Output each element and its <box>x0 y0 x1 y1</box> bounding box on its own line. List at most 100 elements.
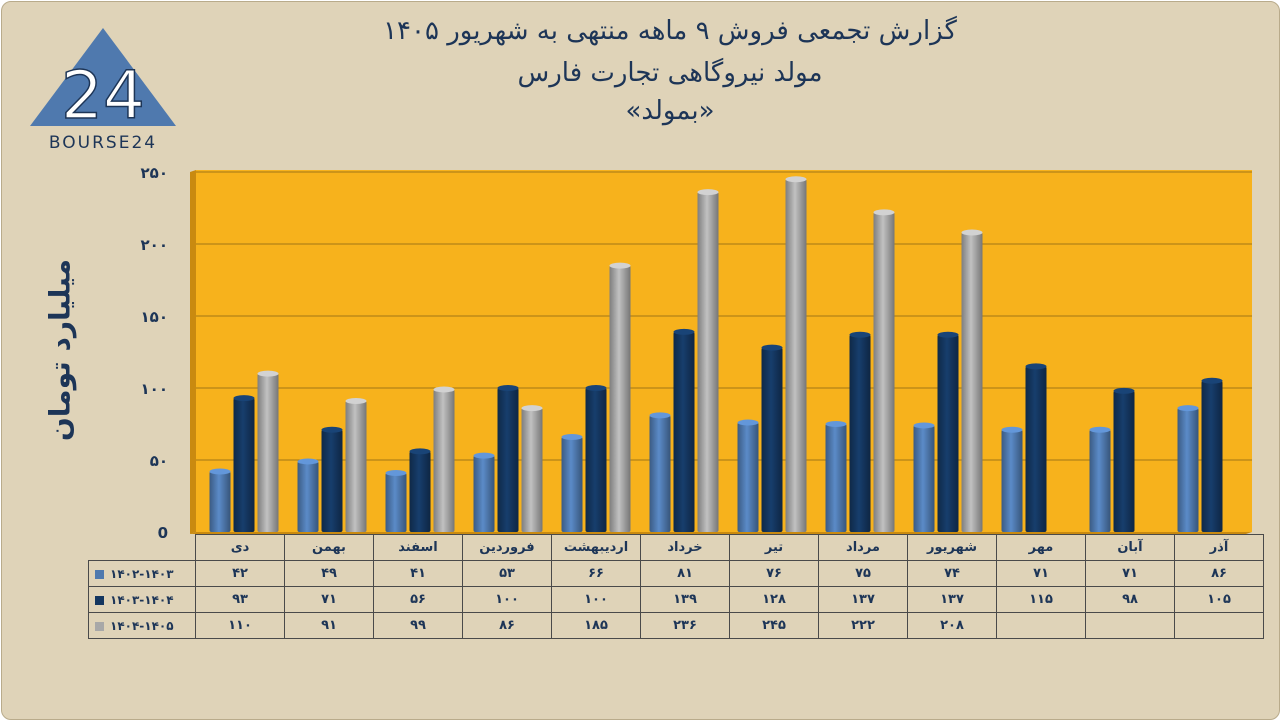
category-label: اسفند <box>373 534 463 561</box>
bar <box>849 334 871 532</box>
bar <box>673 331 695 532</box>
data-label: ۴۱ <box>373 560 463 587</box>
bar-top <box>673 328 695 335</box>
category-label: خرداد <box>640 534 730 561</box>
bar-top <box>1113 387 1135 394</box>
data-label: ۴۲ <box>195 560 285 587</box>
bar-top <box>1201 377 1223 384</box>
data-label: ۲۰۸ <box>907 612 997 639</box>
bar-top <box>521 405 543 412</box>
bar <box>873 212 895 532</box>
bar <box>649 415 671 532</box>
plot-area <box>196 170 1252 532</box>
data-label: ۱۳۷ <box>818 586 908 613</box>
data-label: ۷۱ <box>996 560 1086 587</box>
bar-top <box>1177 405 1199 412</box>
data-label: ۱۸۵ <box>551 612 641 639</box>
data-label: ۱۲۸ <box>729 586 819 613</box>
category-label: فروردین <box>462 534 552 561</box>
bar-top <box>609 262 631 269</box>
bar-top <box>873 209 895 216</box>
data-label: ۹۳ <box>195 586 285 613</box>
bar-top <box>937 331 959 338</box>
y-tick-label: ۱۰۰ <box>141 380 168 398</box>
bar <box>1089 429 1111 532</box>
bar-top <box>1001 426 1023 433</box>
data-label: ۸۶ <box>1174 560 1264 587</box>
bar <box>697 192 719 532</box>
data-label <box>996 612 1086 639</box>
data-label: ۵۳ <box>462 560 552 587</box>
bar <box>257 373 279 532</box>
legend-entry: ۱۴۰۳-۱۴۰۴ <box>88 586 196 613</box>
data-label: ۱۳۹ <box>640 586 730 613</box>
bar <box>385 472 407 532</box>
chart-subtitle: مولد نیروگاهی تجارت فارس <box>517 58 823 88</box>
data-label: ۱۳۷ <box>907 586 997 613</box>
legend-entry: ۱۴۰۲-۱۴۰۳ <box>88 560 196 587</box>
data-label: ۷۵ <box>818 560 908 587</box>
bourse24-logo: 24 <box>30 28 176 135</box>
bar <box>321 429 343 532</box>
bar <box>761 347 783 532</box>
data-label: ۷۶ <box>729 560 819 587</box>
bar <box>297 461 319 532</box>
bar-top <box>321 426 343 433</box>
category-label: آذر <box>1174 534 1264 561</box>
bar <box>937 334 959 532</box>
bar <box>473 455 495 532</box>
data-label: ۹۸ <box>1085 586 1175 613</box>
bar <box>609 265 631 532</box>
category-label: مهر <box>996 534 1086 561</box>
data-label: ۹۱ <box>284 612 374 639</box>
bar <box>521 408 543 532</box>
bar-top <box>825 421 847 427</box>
data-label: ۷۱ <box>1085 560 1175 587</box>
data-label: ۱۱۰ <box>195 612 285 639</box>
y-tick-label: ۱۵۰ <box>141 308 168 326</box>
y-tick-label: ۲۵۰ <box>141 164 168 182</box>
table-corner <box>88 534 196 561</box>
data-label: ۵۶ <box>373 586 463 613</box>
data-label: ۷۴ <box>907 560 997 587</box>
bar-top <box>649 412 671 419</box>
data-label: ۲۳۶ <box>640 612 730 639</box>
data-label: ۱۰۰ <box>462 586 552 613</box>
category-label: بهمن <box>284 534 374 561</box>
bar-top <box>497 385 519 391</box>
bar-top <box>585 385 607 391</box>
bar <box>961 232 983 533</box>
category-label: آبان <box>1085 534 1175 561</box>
table-row: ۱۴۰۲-۱۴۰۳ ۴۲ ۴۹ ۴۱ ۵۳ ۶۶ ۸۱ ۷۶ ۷۵ ۷۴ ۷۱ ۷۱ ۸۶ <box>88 560 1264 587</box>
data-label: ۲۲۲ <box>818 612 908 639</box>
data-label: ۱۱۵ <box>996 586 1086 613</box>
bar <box>1113 390 1135 532</box>
bar-top <box>209 468 231 475</box>
bar <box>345 400 367 532</box>
bar <box>913 425 935 532</box>
bar-top <box>849 331 871 338</box>
series-name: ۱۴۰۴-۱۴۰۵ <box>110 618 174 633</box>
category-label: دی <box>195 534 285 561</box>
bar <box>209 471 231 532</box>
bar-top <box>697 189 719 196</box>
bar <box>233 398 255 532</box>
series-name: ۱۴۰۲-۱۴۰۳ <box>110 566 174 581</box>
bar-top <box>433 386 455 393</box>
category-label: شهریور <box>907 534 997 561</box>
bar <box>409 451 431 532</box>
bar-top <box>761 344 783 351</box>
category-label: تیر <box>729 534 819 561</box>
bar <box>1177 408 1199 532</box>
legend-swatch <box>95 569 104 579</box>
bar-top <box>1025 363 1047 370</box>
category-label: اردیبهشت <box>551 534 641 561</box>
bar-top <box>737 419 759 426</box>
bar <box>1001 429 1023 532</box>
data-label: ۶۶ <box>551 560 641 587</box>
bar-top <box>297 458 319 465</box>
data-label: ۱۰۵ <box>1174 586 1264 613</box>
bar <box>585 388 607 532</box>
bar-top <box>257 370 279 377</box>
